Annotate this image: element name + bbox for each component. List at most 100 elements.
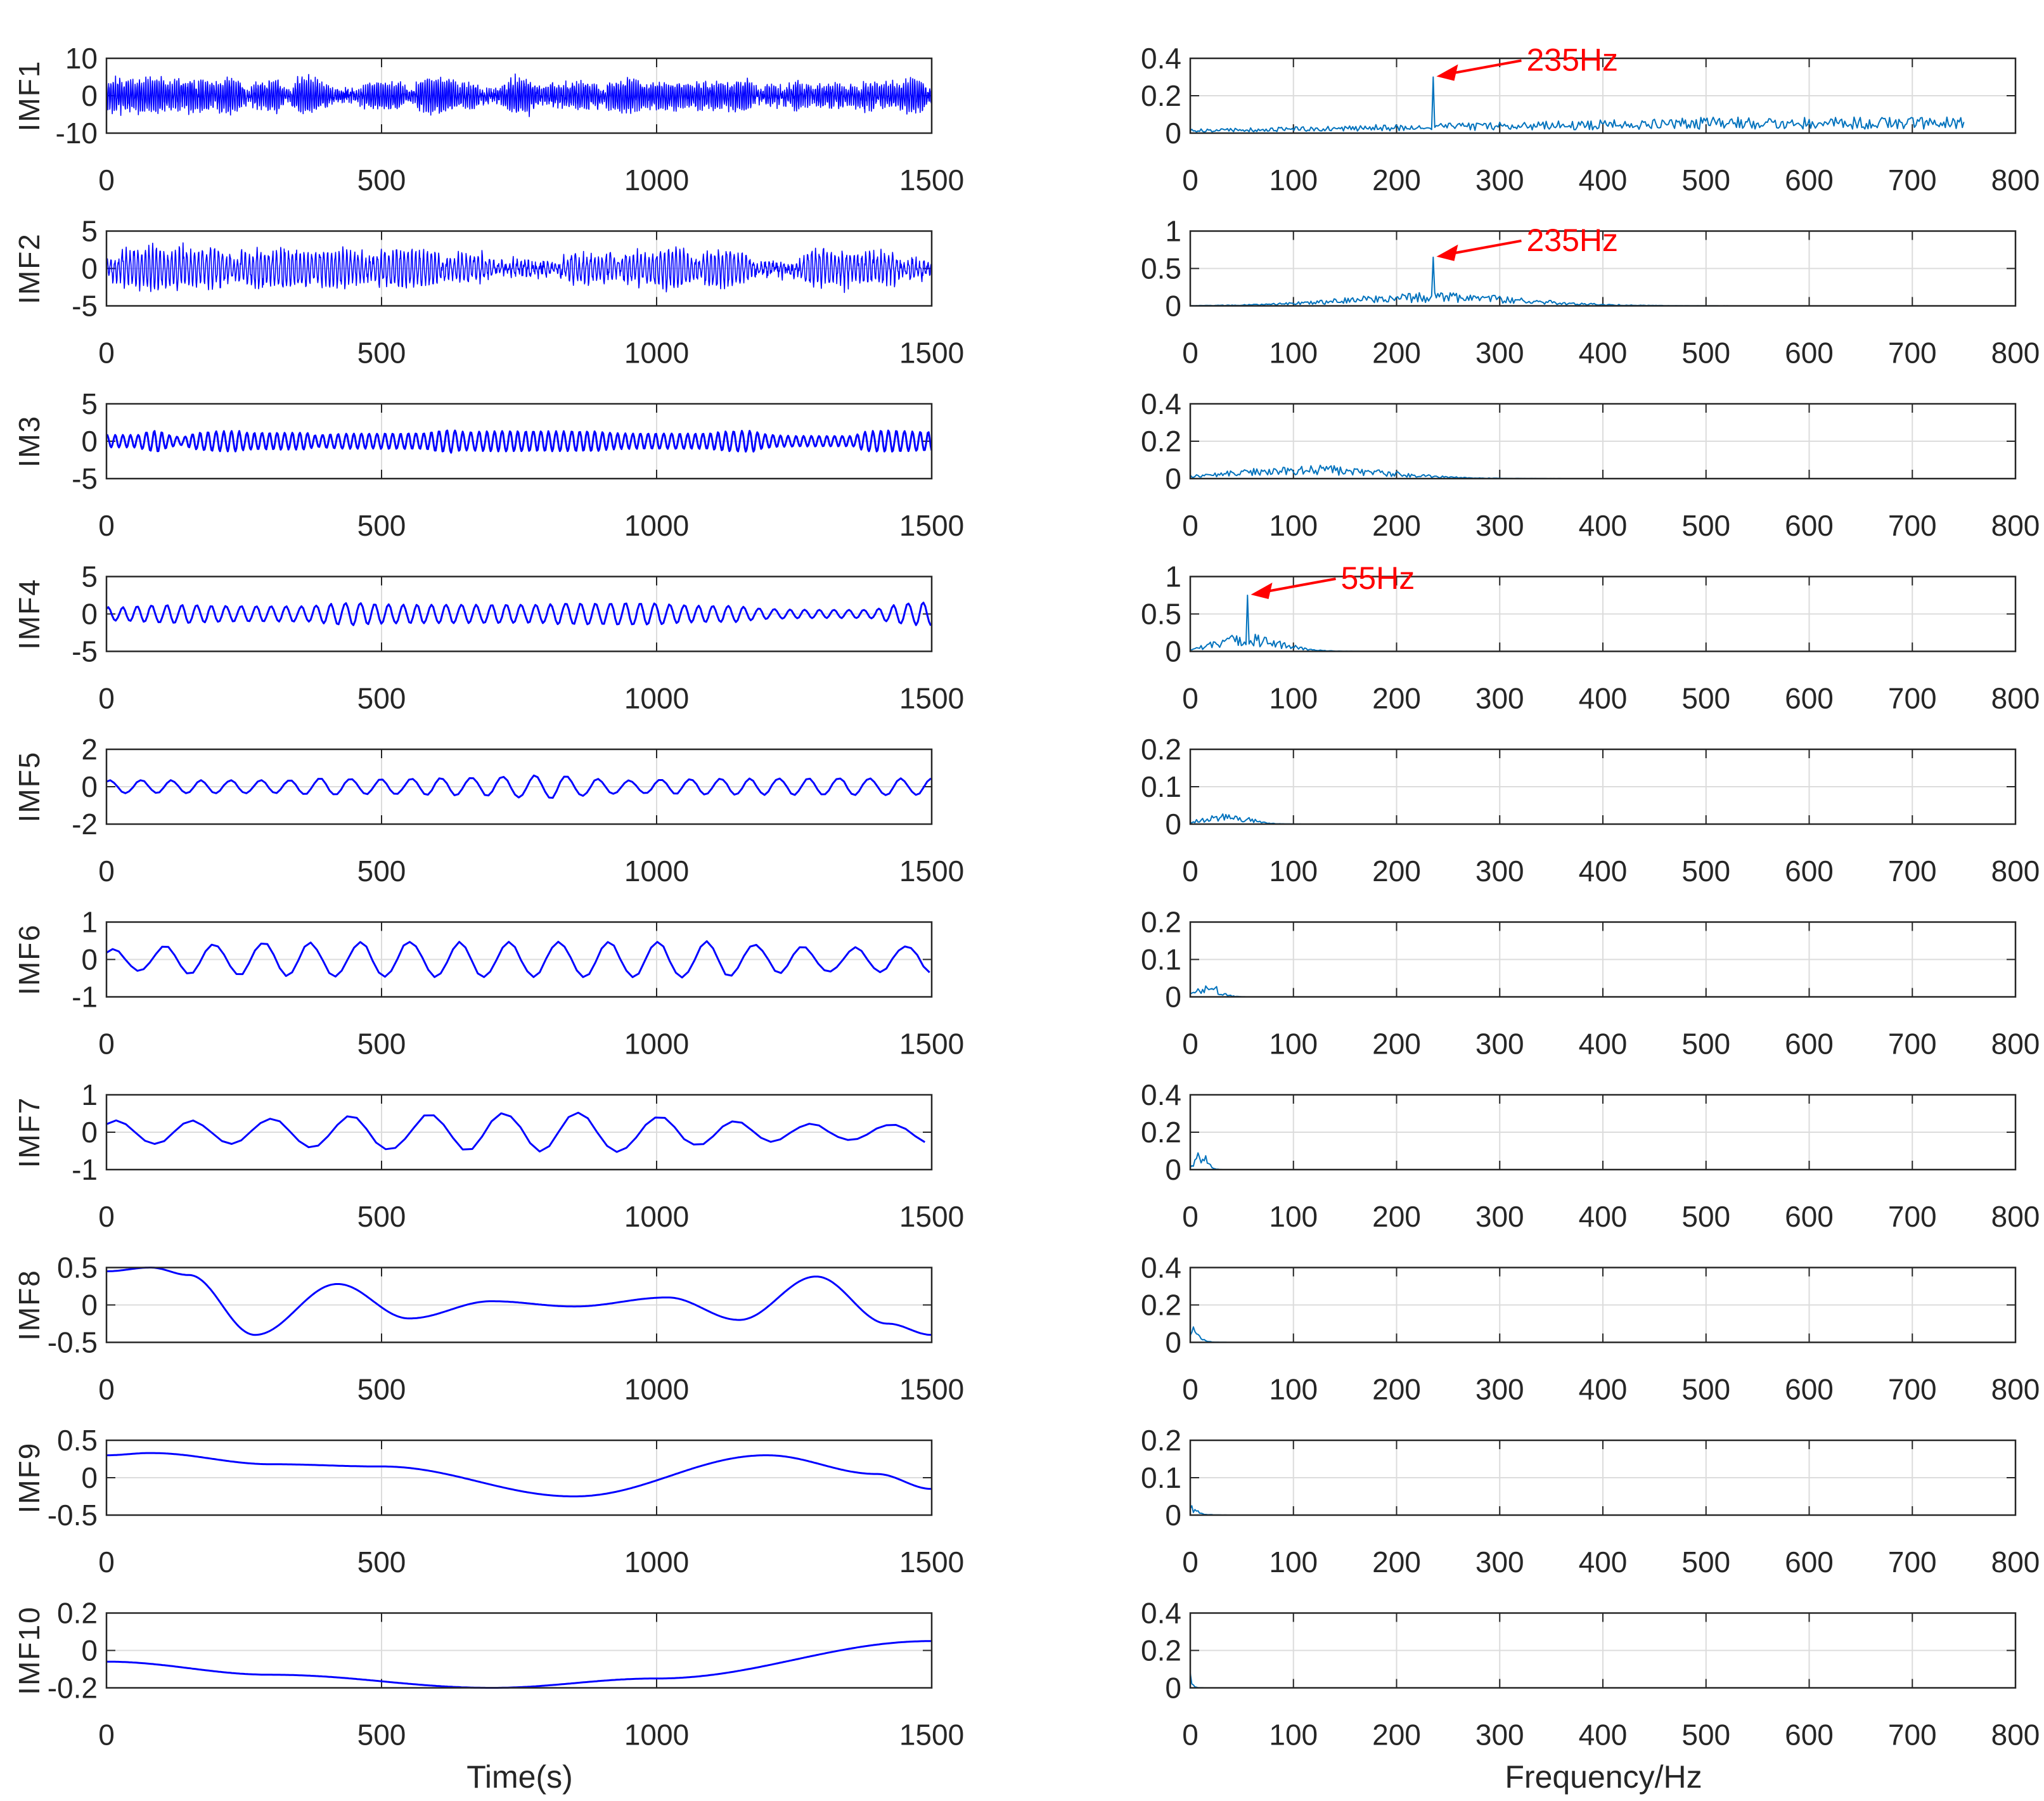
right-x-tick-label: 500: [1681, 1546, 1730, 1578]
imf-waveform: [106, 1640, 932, 1689]
left-x-tick-label: 1000: [624, 1719, 689, 1752]
right-x-tick-label: 200: [1372, 855, 1421, 888]
right-x-tick-label: 700: [1888, 1028, 1937, 1061]
left-x-tick-label: 500: [357, 1373, 406, 1406]
right-x-tick-label: 700: [1888, 855, 1937, 888]
left-axes-frame: [105, 1439, 933, 1516]
right-x-tick-label: 100: [1269, 337, 1318, 370]
spectrum-line: [1190, 1152, 1964, 1170]
left-x-tick-label: 500: [357, 509, 406, 542]
right-x-tick-label: 400: [1579, 509, 1628, 542]
left-y-tick-label: -1: [72, 981, 98, 1014]
left-y-tick-label: -5: [72, 290, 98, 323]
right-x-tick-label: 300: [1475, 509, 1524, 542]
imf-waveform: [106, 602, 932, 626]
right-x-tick-label: 500: [1681, 855, 1730, 888]
right-x-axis-label: Frequency/Hz: [1505, 1759, 1702, 1795]
right-x-tick-label: 800: [1991, 1719, 2040, 1752]
right-x-tick-label: 600: [1785, 1373, 1834, 1406]
left-x-tick-label: 1500: [899, 1546, 964, 1578]
right-x-tick-label: 0: [1182, 1028, 1199, 1061]
left-axes-frame: [105, 921, 933, 998]
right-y-tick-label: 0: [1165, 808, 1181, 841]
left-axes-frame: [105, 1267, 933, 1343]
left-x-tick-label: 0: [98, 509, 115, 542]
right-x-tick-label: 500: [1681, 337, 1730, 370]
right-x-tick-label: 600: [1785, 855, 1834, 888]
left-y-tick-label: 0.5: [57, 1424, 98, 1457]
left-x-tick-label: 1500: [899, 164, 964, 197]
right-x-tick-label: 300: [1475, 1719, 1524, 1752]
right-x-tick-label: 100: [1269, 1028, 1318, 1061]
left-y-tick-label: 10: [65, 42, 98, 75]
right-x-tick-label: 100: [1269, 1546, 1318, 1578]
right-axes-frame: [1189, 403, 2017, 480]
left-x-tick-label: 1500: [899, 1373, 964, 1406]
imf-waveform: [106, 774, 932, 799]
right-y-tick-label: 0: [1165, 1672, 1181, 1705]
right-x-tick-label: 800: [1991, 855, 2040, 888]
left-y-tick-label: 0: [81, 1461, 98, 1494]
right-x-tick-label: 0: [1182, 509, 1199, 542]
imf-waveform: [106, 1111, 925, 1153]
left-x-tick-label: 500: [357, 1719, 406, 1752]
right-x-tick-label: 200: [1372, 164, 1421, 197]
right-x-tick-label: 400: [1579, 1373, 1628, 1406]
right-x-tick-label: 0: [1182, 682, 1199, 715]
right-y-tick-label: 0: [1165, 290, 1181, 323]
left-y-tick-label: 5: [81, 560, 98, 593]
right-x-tick-label: 0: [1182, 1373, 1199, 1406]
left-x-tick-label: 1500: [899, 855, 964, 888]
right-x-tick-label: 0: [1182, 855, 1199, 888]
left-x-tick-label: 0: [98, 337, 115, 370]
right-x-tick-label: 100: [1269, 1719, 1318, 1752]
right-axes-frame: [1189, 1612, 2017, 1689]
right-x-tick-label: 100: [1269, 1200, 1318, 1233]
imf-y-label: IMF10: [13, 1606, 46, 1694]
right-y-tick-label: 0.1: [1141, 943, 1181, 976]
spectrum-line: [1190, 813, 1964, 825]
right-y-tick-label: 0.2: [1141, 906, 1181, 939]
left-y-tick-label: 2: [81, 733, 98, 766]
right-x-tick-label: 400: [1579, 682, 1628, 715]
right-axes-frame: [1189, 1094, 2017, 1171]
spectrum-line: [1190, 256, 1964, 307]
left-x-tick-label: 1500: [899, 1200, 964, 1233]
spectrum-line: [1190, 1672, 1964, 1689]
left-x-tick-label: 1000: [624, 855, 689, 888]
right-y-tick-label: 0.2: [1141, 733, 1181, 766]
right-x-tick-label: 500: [1681, 1719, 1730, 1752]
right-x-tick-label: 0: [1182, 1719, 1199, 1752]
right-x-tick-label: 700: [1888, 1200, 1937, 1233]
left-x-tick-label: 1000: [624, 509, 689, 542]
right-y-tick-label: 0.2: [1141, 1634, 1181, 1667]
left-x-tick-label: 0: [98, 855, 115, 888]
right-x-tick-label: 400: [1579, 1200, 1628, 1233]
left-x-tick-label: 500: [357, 1546, 406, 1578]
right-x-tick-label: 0: [1182, 164, 1199, 197]
left-y-tick-label: 0: [81, 770, 98, 803]
right-x-tick-label: 100: [1269, 509, 1318, 542]
right-x-tick-label: 400: [1579, 164, 1628, 197]
right-x-tick-label: 600: [1785, 1200, 1834, 1233]
left-y-tick-label: -0.2: [48, 1672, 98, 1705]
right-axes-frame: [1189, 57, 2017, 134]
right-y-tick-label: 1: [1165, 215, 1181, 248]
right-y-tick-label: 0.1: [1141, 770, 1181, 803]
left-x-tick-label: 0: [98, 1028, 115, 1061]
left-x-tick-label: 0: [98, 1200, 115, 1233]
right-x-tick-label: 500: [1681, 1200, 1730, 1233]
left-y-tick-label: -5: [72, 462, 98, 495]
left-y-tick-label: -0.5: [48, 1326, 98, 1359]
spectrum-panel-6: 0.2 0.1 00 100 200 300 400 500 600 700 800: [1141, 906, 2040, 1061]
right-axes-frame: [1189, 921, 2017, 998]
right-y-tick-label: 0.2: [1141, 1424, 1181, 1457]
right-x-tick-label: 200: [1372, 1200, 1421, 1233]
left-x-tick-label: 500: [357, 855, 406, 888]
right-x-tick-label: 300: [1475, 1200, 1524, 1233]
left-y-tick-label: -2: [72, 808, 98, 841]
right-y-tick-label: 0.5: [1141, 598, 1181, 631]
